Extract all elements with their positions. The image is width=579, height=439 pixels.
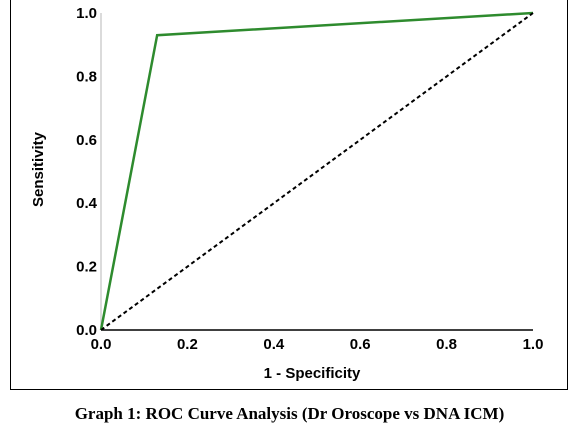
y-tick-label: 0.6	[76, 132, 97, 149]
x-tick-label: 0.6	[350, 336, 371, 353]
y-tick-label: 0.0	[76, 322, 97, 339]
graph-caption: Graph 1: ROC Curve Analysis (Dr Oroscope…	[74, 404, 505, 423]
reference-diagonal-line	[100, 12, 534, 331]
y-tick-label: 1.0	[76, 5, 97, 22]
x-axis-title: 1 - Specificity	[264, 365, 361, 382]
x-tick-label: 0.2	[177, 336, 198, 353]
roc-curve-line	[99, 11, 534, 331]
x-tick-label: 0.0	[91, 336, 112, 353]
y-tick-label: 0.2	[76, 259, 97, 276]
y-tick-label: 0.4	[76, 195, 98, 212]
y-tick-label: 0.8	[76, 68, 97, 85]
x-tick-label: 1.0	[523, 336, 544, 353]
x-tick-label: 0.8	[436, 336, 457, 353]
roc-chart: 0.0 0.2 0.4 0.6 0.8 1.0 0.0 0.2 0.4 0.6 0.8 1.0 1 - …	[30, 5, 544, 382]
chart-frame: 0.0 0.2 0.4 0.6 0.8 1.0 0.0 0.2 0.4 0.6 0.8 1.0 1 - …	[10, 0, 568, 390]
x-tick-label: 0.4	[263, 336, 285, 353]
y-axis-title: Sensitivity	[30, 131, 47, 207]
